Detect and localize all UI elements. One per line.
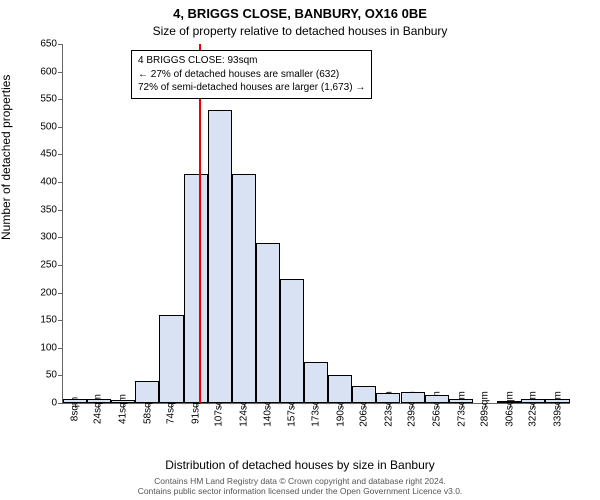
histogram-bar (184, 174, 208, 403)
xtick-label: 322sqm (528, 391, 539, 427)
ytick-label: 50 (46, 370, 57, 381)
ytick-mark (58, 99, 63, 100)
chart-container: 4, BRIGGS CLOSE, BANBURY, OX16 0BE Size … (0, 0, 600, 500)
ytick-label: 150 (40, 315, 57, 326)
ytick-label: 500 (40, 121, 57, 132)
ytick-mark (58, 237, 63, 238)
ytick-label: 650 (40, 39, 57, 50)
ytick-mark (58, 293, 63, 294)
histogram-bar (63, 399, 87, 403)
ytick-label: 450 (40, 149, 57, 160)
histogram-bar (87, 399, 111, 403)
histogram-bar (376, 393, 400, 403)
ytick-label: 0 (51, 398, 57, 409)
ytick-mark (58, 72, 63, 73)
xtick-label: 306sqm (505, 391, 516, 427)
annotation-line: ← 27% of detached houses are smaller (63… (138, 68, 365, 82)
plot-area: 0501001502002503003504004505005506006508… (62, 44, 570, 404)
attribution-line-2: Contains public sector information licen… (138, 486, 463, 496)
annotation-line: 4 BRIGGS CLOSE: 93sqm (138, 54, 365, 68)
ytick-label: 600 (40, 66, 57, 77)
annotation-line: 72% of semi-detached houses are larger (… (138, 81, 365, 95)
xtick-label: 339sqm (553, 391, 564, 427)
xtick-label: 289sqm (480, 391, 491, 427)
attribution-text: Contains HM Land Registry data © Crown c… (0, 476, 600, 496)
histogram-bar (352, 386, 376, 403)
ytick-mark (58, 403, 63, 404)
ytick-mark (58, 154, 63, 155)
histogram-bar (232, 174, 256, 403)
xtick-label: 273sqm (456, 391, 467, 427)
histogram-bar (449, 399, 473, 403)
x-axis-label: Distribution of detached houses by size … (0, 458, 600, 472)
histogram-bar (280, 279, 304, 403)
ytick-label: 100 (40, 342, 57, 353)
histogram-bar (328, 375, 352, 403)
ytick-label: 300 (40, 232, 57, 243)
histogram-bar (111, 400, 135, 403)
histogram-bar (425, 395, 449, 403)
annotation-box: 4 BRIGGS CLOSE: 93sqm← 27% of detached h… (131, 50, 372, 99)
ytick-label: 350 (40, 204, 57, 215)
ytick-label: 400 (40, 177, 57, 188)
chart-title-main: 4, BRIGGS CLOSE, BANBURY, OX16 0BE (0, 6, 600, 21)
histogram-bar (304, 362, 328, 403)
attribution-line-1: Contains HM Land Registry data © Crown c… (154, 476, 446, 486)
xtick-label: 41sqm (117, 394, 128, 424)
ytick-label: 200 (40, 287, 57, 298)
histogram-bar (497, 401, 521, 403)
histogram-bar (401, 392, 425, 403)
histogram-bar (521, 399, 545, 403)
ytick-mark (58, 182, 63, 183)
ytick-mark (58, 375, 63, 376)
ytick-mark (58, 127, 63, 128)
histogram-bar (545, 399, 570, 403)
histogram-bar (159, 315, 183, 403)
ytick-mark (58, 44, 63, 45)
histogram-bar (135, 381, 159, 403)
ytick-mark (58, 210, 63, 211)
y-axis-label: Number of detached properties (0, 75, 13, 240)
histogram-bar (256, 243, 280, 403)
ytick-mark (58, 348, 63, 349)
ytick-mark (58, 320, 63, 321)
histogram-bar (208, 110, 232, 403)
chart-title-sub: Size of property relative to detached ho… (0, 24, 600, 38)
ytick-label: 250 (40, 259, 57, 270)
ytick-label: 550 (40, 94, 57, 105)
ytick-mark (58, 265, 63, 266)
